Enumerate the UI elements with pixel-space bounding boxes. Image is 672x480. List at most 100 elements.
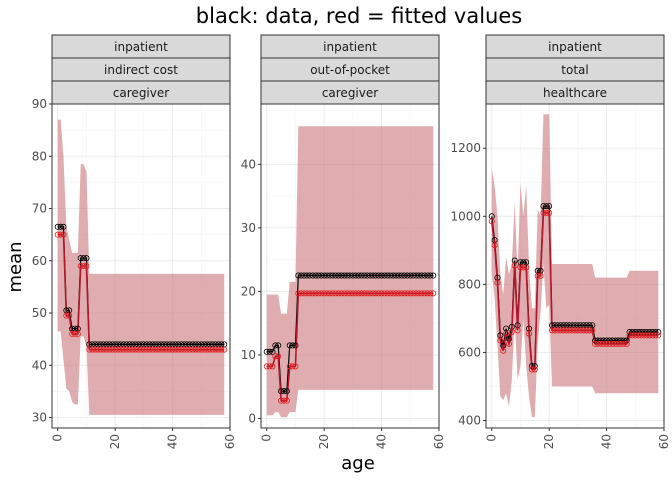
fitted-point <box>286 363 293 370</box>
fitted-point <box>280 397 287 404</box>
fitted-point <box>563 327 570 334</box>
fitted-point <box>275 353 282 360</box>
data-point <box>312 272 319 279</box>
fitted-point <box>63 312 70 319</box>
fitted-point <box>146 346 153 353</box>
fitted-point <box>306 290 313 297</box>
fitted-point <box>497 337 504 344</box>
y-tick-label: 1000 <box>450 209 481 223</box>
fitted-point <box>574 327 581 334</box>
fitted-point <box>560 327 567 334</box>
fitted-point <box>505 340 512 347</box>
fitted-point <box>169 346 176 353</box>
fitted-point <box>381 290 388 297</box>
x-axis-label: age <box>341 453 375 474</box>
y-tick-label: 800 <box>458 277 481 291</box>
fitted-point <box>324 290 331 297</box>
fitted-point <box>106 346 113 353</box>
fitted-point <box>643 332 650 339</box>
fitted-point <box>528 366 535 373</box>
data-point <box>540 203 547 210</box>
fitted-point <box>632 332 639 339</box>
data-point <box>303 272 310 279</box>
data-point <box>83 255 90 262</box>
fitted-point <box>175 346 182 353</box>
y-tick-label: 400 <box>458 414 481 428</box>
data-point <box>80 255 87 262</box>
facet-strip-label: total <box>561 63 588 77</box>
fitted-point <box>387 290 394 297</box>
fitted-point <box>649 332 656 339</box>
x-tick-label: 0 <box>485 434 499 442</box>
data-point <box>358 272 365 279</box>
y-tick-label: 600 <box>458 345 481 359</box>
fitted-point <box>551 327 558 334</box>
y-tick-label: 80 <box>32 149 47 163</box>
data-point <box>295 272 302 279</box>
fitted-point <box>112 346 119 353</box>
fitted-point <box>315 290 322 297</box>
data-point <box>332 272 339 279</box>
fitted-point <box>292 363 299 370</box>
fitted-point <box>89 346 96 353</box>
fitted-point <box>338 290 345 297</box>
fitted-point <box>69 330 76 337</box>
fitted-point <box>66 312 73 319</box>
fitted-point <box>269 363 276 370</box>
data-point <box>375 272 382 279</box>
data-point <box>395 272 402 279</box>
fitted-point <box>126 346 133 353</box>
data-point <box>367 272 374 279</box>
x-tick-label: 40 <box>166 434 180 449</box>
fitted-point <box>166 346 173 353</box>
fitted-point <box>361 290 368 297</box>
fitted-line <box>57 233 225 351</box>
fitted-point <box>395 290 402 297</box>
fitted-point <box>221 346 228 353</box>
fitted-point <box>508 329 515 336</box>
fitted-point <box>186 346 193 353</box>
fitted-point <box>312 290 319 297</box>
data-point <box>272 342 279 349</box>
fitted-point <box>183 346 190 353</box>
data-point <box>421 272 428 279</box>
fitted-point <box>554 327 561 334</box>
fitted-point <box>349 290 356 297</box>
fitted-point <box>318 290 325 297</box>
fitted-point <box>617 340 624 347</box>
facet-strip-label: inpatient <box>548 40 602 54</box>
y-tick-label: 1200 <box>450 141 481 155</box>
data-point <box>280 388 287 395</box>
fitted-point <box>149 346 156 353</box>
data-point <box>283 388 290 395</box>
fitted-point <box>546 209 553 216</box>
data-point <box>413 272 420 279</box>
fitted-point <box>491 242 498 249</box>
fitted-point <box>352 290 359 297</box>
data-point <box>292 342 299 349</box>
fitted-point <box>421 290 428 297</box>
fitted-point <box>514 327 521 334</box>
fitted-point <box>390 290 397 297</box>
data-point <box>301 272 308 279</box>
fitted-point <box>606 340 613 347</box>
fitted-point <box>341 290 348 297</box>
data-point <box>352 272 359 279</box>
fitted-point <box>178 346 185 353</box>
fitted-point <box>204 346 211 353</box>
fitted-point <box>640 332 647 339</box>
fitted-point <box>74 330 81 337</box>
fitted-point <box>398 290 405 297</box>
y-tick-label: 40 <box>32 358 47 372</box>
fitted-point <box>407 290 414 297</box>
fitted-point <box>577 327 584 334</box>
fitted-point <box>540 209 547 216</box>
fitted-point <box>117 346 124 353</box>
data-point <box>335 272 342 279</box>
data-point <box>361 272 368 279</box>
fitted-point <box>135 346 142 353</box>
data-point <box>329 272 336 279</box>
fitted-point <box>344 290 351 297</box>
panel-2: inpatient out-of-pocket caregiver 0 10 20 30 40… <box>241 34 446 449</box>
fitted-point <box>557 327 564 334</box>
